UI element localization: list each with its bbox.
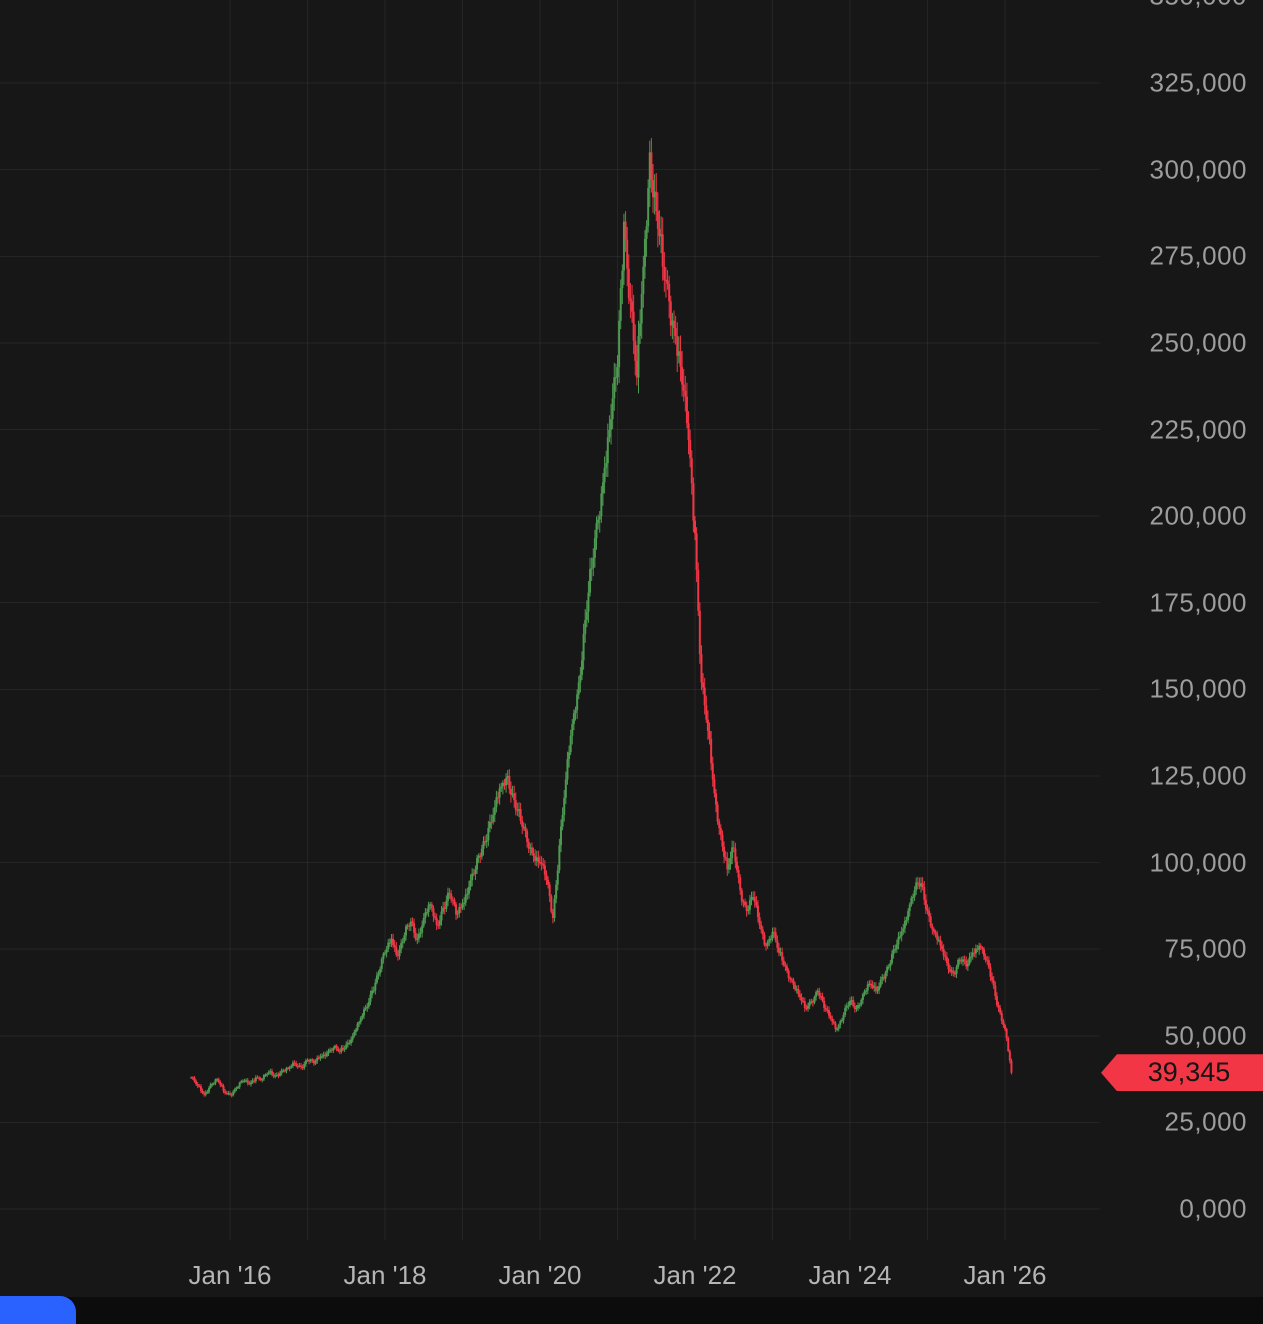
y-axis-label: 275,000 <box>1149 240 1247 271</box>
y-axis-label: 125,000 <box>1149 760 1247 791</box>
y-axis-label: 175,000 <box>1149 587 1247 618</box>
x-axis-label: Jan '18 <box>343 1260 427 1290</box>
y-axis-label: 350,000 <box>1150 0 1247 12</box>
x-axis-label: Jan '24 <box>808 1260 892 1290</box>
x-axis-label: Jan '22 <box>653 1260 737 1290</box>
y-axis-label: 25,000 <box>1164 1106 1247 1137</box>
y-axis-label: 0,000 <box>1179 1193 1247 1224</box>
y-axis-label: 325,000 <box>1149 67 1247 98</box>
y-axis-label: 150,000 <box>1149 673 1247 704</box>
x-axis-label: Jan '16 <box>188 1260 272 1290</box>
y-axis-label: 100,000 <box>1149 847 1247 878</box>
y-axis-label: 50,000 <box>1164 1020 1247 1051</box>
y-axis-label: 225,000 <box>1149 414 1247 444</box>
bottom-left-logo[interactable] <box>0 1296 76 1324</box>
y-axis-label: 250,000 <box>1149 327 1247 358</box>
x-axis-label: Jan '26 <box>963 1260 1047 1290</box>
x-axis-label: Jan '20 <box>498 1260 582 1290</box>
y-axis-label: 75,000 <box>1164 933 1247 964</box>
y-axis-label: 300,000 <box>1149 154 1247 185</box>
last-price-value: 39,345 <box>1147 1057 1231 1088</box>
y-axis-label: 200,000 <box>1149 500 1247 531</box>
bottom-toolbar <box>0 1297 1263 1324</box>
last-price-label: 39,345 <box>1101 1054 1263 1092</box>
